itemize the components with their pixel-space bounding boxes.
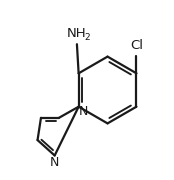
Text: 2: 2: [85, 33, 90, 42]
Text: N: N: [50, 156, 59, 169]
Text: NH: NH: [67, 27, 87, 40]
Text: Cl: Cl: [130, 39, 143, 52]
Text: N: N: [79, 105, 88, 118]
